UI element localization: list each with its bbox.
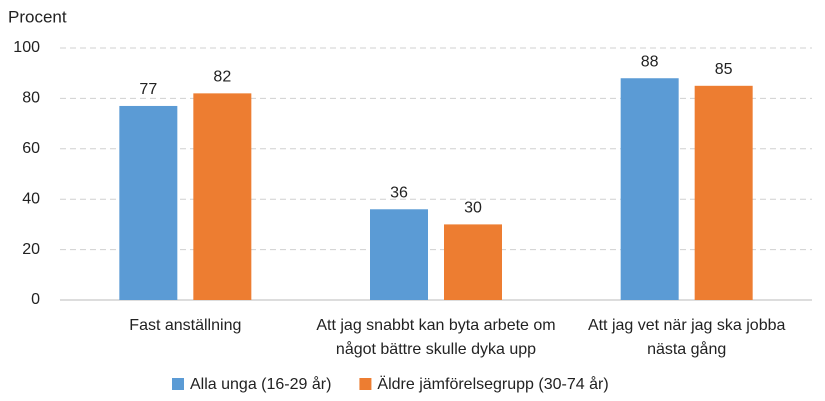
- x-tick-label: Att jag snabbt kan byta arbete om något b…: [316, 317, 555, 358]
- y-tick-label: 40: [22, 190, 40, 207]
- bar: [193, 93, 252, 300]
- data-label: 85: [715, 61, 733, 78]
- bar: [694, 85, 753, 300]
- y-tick-label: 0: [31, 291, 40, 308]
- y-tick-label: 100: [13, 39, 40, 56]
- data-label: 82: [213, 69, 231, 86]
- x-tick-label: Att jag vet när jag ska jobba nästa gång: [588, 317, 786, 358]
- y-tick-label: 60: [22, 140, 40, 157]
- bar: [444, 224, 502, 300]
- y-axis-title: Procent: [8, 7, 67, 26]
- y-tick-label: 80: [22, 90, 40, 107]
- legend-label: Äldre jämförelsegrupp (30-74 år): [377, 375, 608, 393]
- x-tick-label: Fast anställning: [129, 317, 241, 334]
- y-tick-label: 20: [22, 241, 40, 258]
- bar: [119, 105, 178, 301]
- data-label: 30: [464, 200, 482, 217]
- legend-swatch: [172, 378, 184, 390]
- legend-label: Alla unga (16-29 år): [190, 375, 331, 393]
- data-label: 36: [390, 184, 408, 201]
- bar: [620, 78, 679, 301]
- data-label: 77: [139, 81, 157, 98]
- bar: [370, 209, 428, 300]
- legend-swatch: [359, 378, 372, 390]
- data-label: 88: [641, 53, 659, 70]
